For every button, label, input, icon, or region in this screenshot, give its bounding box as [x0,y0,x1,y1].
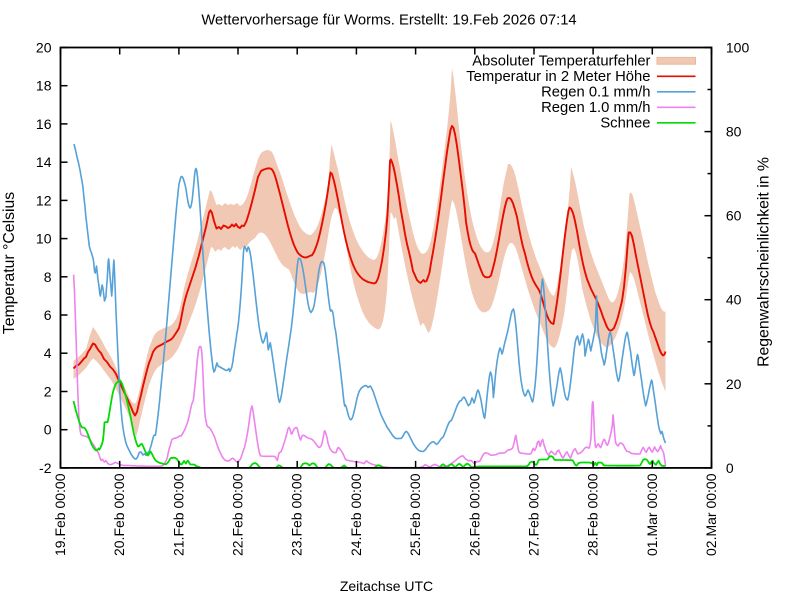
svg-text:20.Feb 00:00: 20.Feb 00:00 [111,473,127,556]
svg-text:40: 40 [726,292,742,308]
svg-text:6: 6 [44,307,52,323]
svg-text:25.Feb 00:00: 25.Feb 00:00 [407,473,423,556]
svg-text:10: 10 [36,231,52,247]
svg-text:27.Feb 00:00: 27.Feb 00:00 [526,473,542,556]
svg-text:Schnee: Schnee [600,115,650,131]
svg-text:01.Mar 00:00: 01.Mar 00:00 [644,473,660,556]
svg-text:14: 14 [36,154,52,170]
svg-text:20: 20 [726,376,742,392]
svg-text:28.Feb 00:00: 28.Feb 00:00 [585,473,601,556]
svg-text:02.Mar 00:00: 02.Mar 00:00 [703,473,719,556]
svg-text:16: 16 [36,116,52,132]
svg-text:-2: -2 [39,460,52,476]
svg-text:Absoluter Temperaturfehler: Absoluter Temperaturfehler [472,53,650,69]
svg-text:60: 60 [726,208,742,224]
svg-text:0: 0 [726,460,734,476]
svg-text:Temperatur in 2 Meter Höhe: Temperatur in 2 Meter Höhe [466,69,650,85]
svg-text:Wettervorhersage für Worms. Er: Wettervorhersage für Worms. Erstellt: 19… [201,13,576,29]
svg-text:4: 4 [44,345,52,361]
svg-text:2: 2 [44,384,52,400]
svg-text:24.Feb 00:00: 24.Feb 00:00 [348,473,364,556]
svg-text:80: 80 [726,124,742,140]
svg-text:Temperatur °Celsius: Temperatur °Celsius [1,192,18,334]
svg-text:Regen 0.1 mm/h: Regen 0.1 mm/h [541,84,650,100]
svg-text:Zeitachse UTC: Zeitachse UTC [340,578,433,594]
svg-text:0: 0 [44,422,52,438]
svg-text:21.Feb 00:00: 21.Feb 00:00 [170,473,186,556]
svg-text:26.Feb 00:00: 26.Feb 00:00 [466,473,482,556]
svg-text:100: 100 [726,40,750,56]
svg-text:Regen 1.0 mm/h: Regen 1.0 mm/h [541,100,650,116]
svg-text:18: 18 [36,78,52,94]
svg-text:20: 20 [36,40,52,56]
svg-text:Regenwahrscheinlichkeit in %: Regenwahrscheinlichkeit in % [756,157,773,367]
svg-text:19.Feb 00:00: 19.Feb 00:00 [52,473,68,556]
svg-text:22.Feb 00:00: 22.Feb 00:00 [230,473,246,556]
svg-text:8: 8 [44,269,52,285]
svg-text:12: 12 [36,192,52,208]
svg-text:23.Feb 00:00: 23.Feb 00:00 [289,473,305,556]
